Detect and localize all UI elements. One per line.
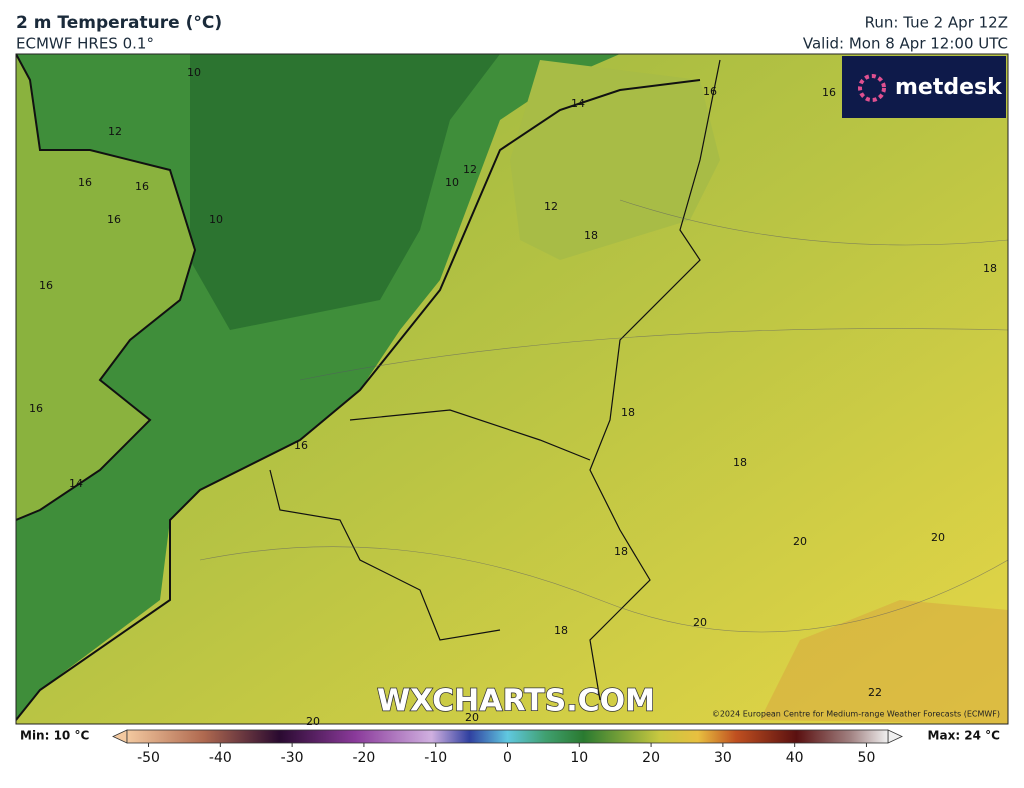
contour-label: 12 bbox=[463, 163, 477, 176]
colorbar-tick-label: 50 bbox=[858, 750, 876, 766]
contour-label: 14 bbox=[571, 97, 585, 110]
contour-label: 18 bbox=[554, 624, 568, 637]
logo-icon bbox=[858, 74, 886, 102]
contour-label: 16 bbox=[78, 176, 92, 189]
colorbar-tick-label: 0 bbox=[503, 750, 512, 766]
contour-label: 16 bbox=[703, 85, 717, 98]
colorbar-tick-label: -10 bbox=[424, 750, 447, 766]
contour-label: 10 bbox=[209, 213, 223, 226]
colorbar-tick-label: 40 bbox=[786, 750, 804, 766]
contour-label: 12 bbox=[544, 200, 558, 213]
contour-label: 20 bbox=[306, 715, 320, 728]
contour bbox=[199, 199, 1008, 633]
contour-label: 16 bbox=[39, 279, 53, 292]
contour-label: 18 bbox=[733, 456, 747, 469]
coastline bbox=[16, 54, 197, 521]
contour-label: 20 bbox=[793, 535, 807, 548]
colorbar-tick-label: 10 bbox=[570, 750, 588, 766]
contour-label: 14 bbox=[69, 477, 83, 490]
colorbar-tick-label: -50 bbox=[137, 750, 160, 766]
contour-label: 18 bbox=[621, 406, 635, 419]
map bbox=[16, 54, 1008, 724]
colorbar-tick-label: -20 bbox=[352, 750, 375, 766]
border bbox=[269, 409, 591, 641]
contour-label: 20 bbox=[693, 616, 707, 629]
copyright: ©2024 European Centre for Medium-range W… bbox=[712, 710, 1000, 719]
contour-label: 16 bbox=[822, 86, 836, 99]
subtitle: ECMWF HRES 0.1° bbox=[16, 35, 154, 53]
valid-time: Valid: Mon 8 Apr 12:00 UTC bbox=[803, 35, 1008, 53]
contour-label: 10 bbox=[445, 176, 459, 189]
logo-box bbox=[842, 56, 1006, 118]
uk bbox=[16, 54, 195, 520]
colorbar-tick-label: -30 bbox=[281, 750, 304, 766]
contour-label: 16 bbox=[29, 402, 43, 415]
colorbar-arrow-right bbox=[887, 729, 903, 744]
contour-label: 22 bbox=[868, 686, 882, 699]
colorbar bbox=[126, 729, 889, 744]
cold-sea bbox=[190, 54, 500, 330]
map-frame bbox=[15, 53, 1009, 725]
coastline bbox=[16, 79, 701, 721]
max-label: Max: 24 °C bbox=[928, 729, 1001, 743]
colorbar-arrow-left bbox=[112, 729, 128, 744]
colorbar-tick-label: -40 bbox=[209, 750, 232, 766]
min-label: Min: 10 °C bbox=[20, 729, 89, 743]
colorbar-tick-label: 20 bbox=[642, 750, 660, 766]
contour-label: 20 bbox=[465, 711, 479, 724]
contour-label: 18 bbox=[584, 229, 598, 242]
contour-label: 18 bbox=[983, 262, 997, 275]
contour-label: 10 bbox=[187, 66, 201, 79]
contour-label: 16 bbox=[135, 180, 149, 193]
colorbar-tick-label: 30 bbox=[714, 750, 732, 766]
warm-area bbox=[760, 600, 1008, 724]
title: 2 m Temperature (°C) bbox=[16, 13, 222, 33]
contour-label: 18 bbox=[614, 545, 628, 558]
logo: metdesk bbox=[895, 75, 1003, 100]
watermark: WXCHARTS.COM bbox=[377, 684, 655, 719]
contour-label: 16 bbox=[107, 213, 121, 226]
contour-label: 12 bbox=[108, 125, 122, 138]
contour-label: 20 bbox=[931, 531, 945, 544]
contour-label: 16 bbox=[294, 439, 308, 452]
run-time: Run: Tue 2 Apr 12Z bbox=[865, 14, 1008, 32]
